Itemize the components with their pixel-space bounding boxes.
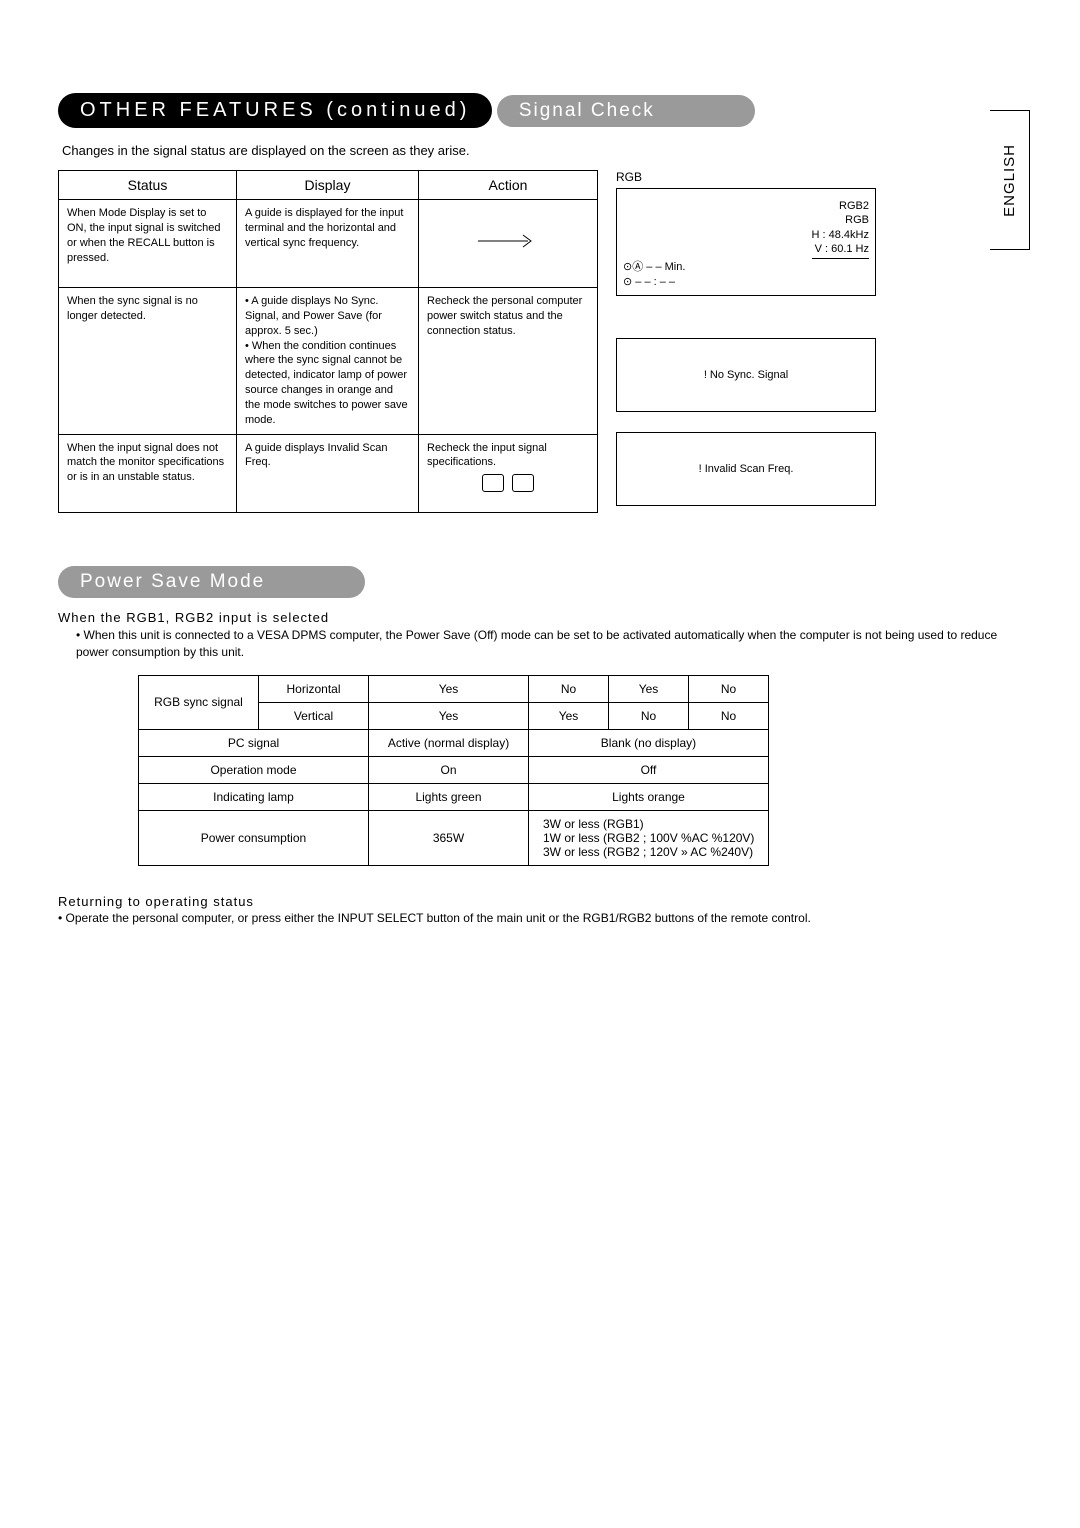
language-tab: ENGLISH — [990, 110, 1030, 250]
screen-examples: RGB RGB2 RGB H : 48.4kHz V : 60.1 Hz ⊙Ⓐ … — [616, 170, 1030, 526]
pwr-cell: Horizontal — [259, 675, 369, 702]
nosync-text: ! No Sync. Signal — [704, 369, 788, 381]
pwr-cell: Yes — [529, 702, 609, 729]
pwr-cell: Lights orange — [529, 783, 769, 810]
section-header-pill: OTHER FEATURES (continued) — [58, 93, 492, 128]
screen-example-rgb: RGB2 RGB H : 48.4kHz V : 60.1 Hz ⊙Ⓐ – – … — [616, 188, 876, 296]
pwr-cell: Off — [529, 756, 769, 783]
cell-status: When the input signal does not match the… — [59, 434, 237, 512]
rgb-line: H : 48.4kHz — [812, 228, 869, 242]
rgb-timer: ⊙Ⓐ – – Min. ⊙ – – : – – — [623, 260, 685, 289]
timer-line: ⊙Ⓐ – – Min. — [623, 260, 685, 274]
cell-display: A guide displays Invalid Scan Freq. — [237, 434, 419, 512]
th-action: Action — [419, 171, 598, 200]
rgb-info: RGB2 RGB H : 48.4kHz V : 60.1 Hz — [812, 199, 869, 259]
pwr-cell: Active (normal display) — [369, 729, 529, 756]
invalid-text: ! Invalid Scan Freq. — [699, 463, 794, 475]
cell-display: • A guide displays No Sync. Signal, and … — [237, 288, 419, 435]
returning-text: • Operate the personal computer, or pres… — [58, 911, 1030, 925]
pwr-cell: Yes — [609, 675, 689, 702]
cell-action: Recheck the personal computer power swit… — [419, 288, 598, 435]
screen-example-invalid: ! Invalid Scan Freq. — [616, 432, 876, 506]
cell-status: When the sync signal is no longer detect… — [59, 288, 237, 435]
pwr-label: Operation mode — [139, 756, 369, 783]
pwr-cell: 3W or less (RGB1) 1W or less (RGB2 ; 100… — [529, 810, 769, 865]
pwr-cell: No — [689, 702, 769, 729]
cell-action-text: Recheck the input signal specifications. — [427, 442, 547, 469]
button-icon — [512, 474, 534, 492]
button-icon — [482, 474, 504, 492]
language-tab-text: ENGLISH — [1001, 144, 1018, 217]
timer-line: ⊙ – – : – – — [623, 275, 685, 289]
cell-status: When Mode Display is set to ON, the inpu… — [59, 200, 237, 288]
pwr-label: RGB sync signal — [139, 675, 259, 729]
pwr-cell: No — [689, 675, 769, 702]
rgb-line: RGB — [812, 213, 869, 227]
pwr-cell: Yes — [369, 702, 529, 729]
returning-head: Returning to operating status — [58, 894, 1030, 909]
power-save-table: RGB sync signal Horizontal Yes No Yes No… — [138, 675, 769, 866]
rgb-label: RGB — [616, 170, 1030, 184]
pwr-cell: Yes — [369, 675, 529, 702]
signal-check-pill: Signal Check — [497, 95, 755, 127]
pwr-cell: 365W — [369, 810, 529, 865]
pwr-cell: Vertical — [259, 702, 369, 729]
rgb-line: RGB2 — [812, 199, 869, 213]
th-display: Display — [237, 171, 419, 200]
power-save-desc: • When this unit is connected to a VESA … — [76, 627, 1030, 661]
screen-example-nosync: ! No Sync. Signal — [616, 338, 876, 412]
cell-display: A guide is displayed for the input termi… — [237, 200, 419, 288]
power-save-pill: Power Save Mode — [58, 566, 365, 598]
pwr-cell: Lights green — [369, 783, 529, 810]
pwr-cell: No — [529, 675, 609, 702]
button-icons — [427, 474, 589, 492]
cell-action — [419, 200, 598, 288]
pwr-cell: On — [369, 756, 529, 783]
pwr-cell: No — [609, 702, 689, 729]
pwr-cell: Blank (no display) — [529, 729, 769, 756]
pwr-label: Indicating lamp — [139, 783, 369, 810]
signal-check-intro: Changes in the signal status are display… — [62, 143, 1030, 158]
pwr-label: PC signal — [139, 729, 369, 756]
signal-check-columns: Status Display Action When Mode Display … — [58, 170, 1030, 526]
arrow-icon — [473, 227, 543, 255]
pwr-label: Power consumption — [139, 810, 369, 865]
signal-check-table: Status Display Action When Mode Display … — [58, 170, 598, 513]
power-save-subhead: When the RGB1, RGB2 input is selected — [58, 610, 1030, 625]
cell-action: Recheck the input signal specifications. — [419, 434, 598, 512]
th-status: Status — [59, 171, 237, 200]
rgb-line: V : 60.1 Hz — [812, 242, 869, 256]
